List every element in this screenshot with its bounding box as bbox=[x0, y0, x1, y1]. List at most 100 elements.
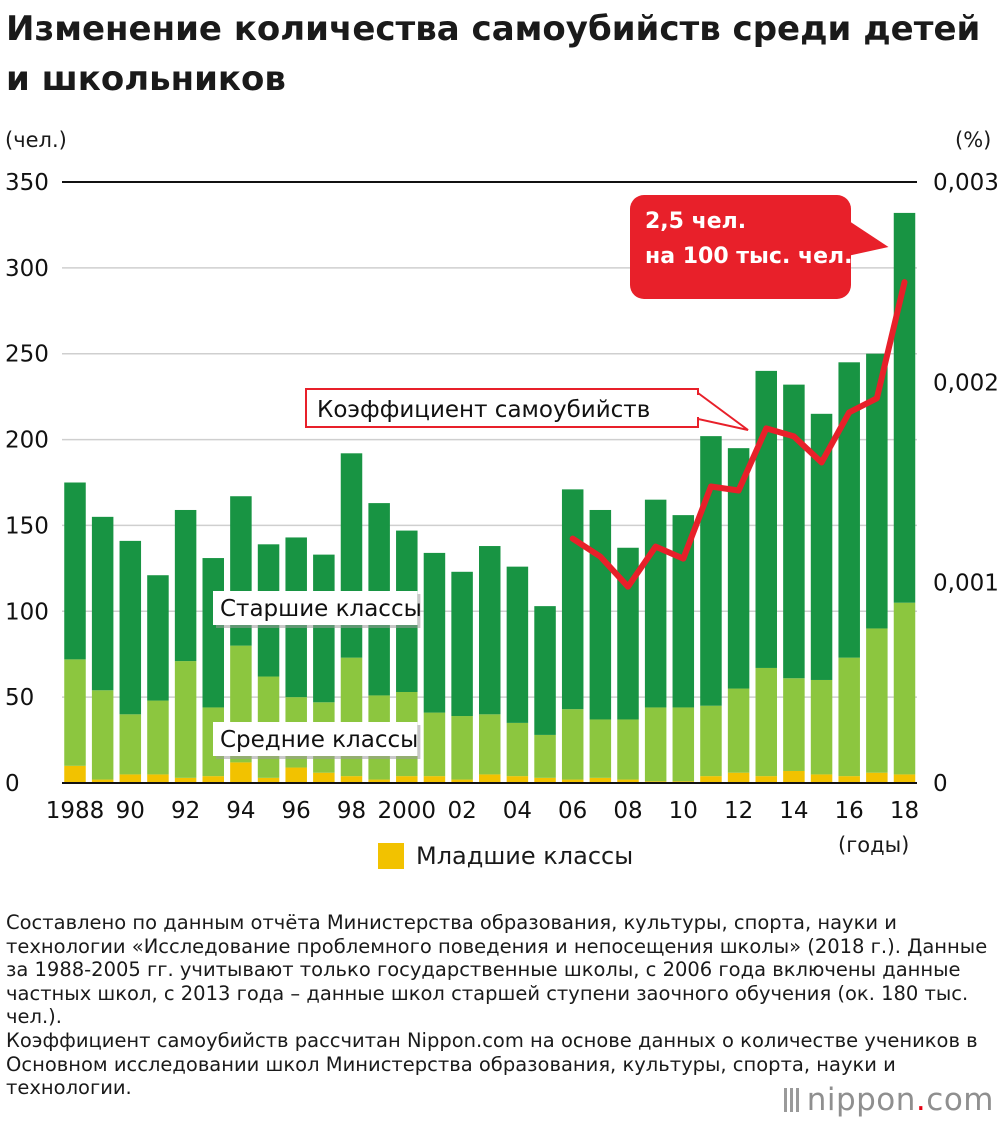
bar-elementary-2012 bbox=[727, 772, 750, 783]
bar-middle-2011 bbox=[700, 705, 722, 777]
bar-high-2002 bbox=[451, 571, 473, 717]
rate-label-text: Коэффициент самоубийств bbox=[317, 397, 650, 423]
x-tick-label: 2000 bbox=[378, 798, 437, 824]
bar-middle-2001 bbox=[423, 712, 446, 777]
bar-high-1990 bbox=[119, 540, 142, 715]
bar-middle-2004 bbox=[506, 722, 529, 777]
chart-title: Изменение количества самоубийств среди д… bbox=[6, 9, 981, 99]
bar-middle-1990 bbox=[119, 714, 142, 775]
bar-elementary-2015 bbox=[810, 774, 833, 783]
x-tick-label: 92 bbox=[171, 798, 200, 824]
callout-text: 2,5 чел. bbox=[645, 209, 746, 234]
bar-middle-2013 bbox=[755, 667, 777, 777]
bar-high-1989 bbox=[91, 516, 114, 691]
nippon-logo: nippon. com bbox=[783, 1082, 994, 1118]
bar-high-1993 bbox=[202, 558, 224, 708]
bar-high-2012 bbox=[727, 448, 750, 689]
bar-high-2010 bbox=[672, 515, 695, 708]
label-high-school-box bbox=[213, 591, 418, 625]
bar-high-2003 bbox=[479, 546, 501, 715]
x-tick-label: 16 bbox=[835, 798, 864, 824]
y2-tick-label: 0,001 bbox=[933, 571, 999, 597]
bar-middle-2012 bbox=[727, 688, 750, 773]
bar-high-1992 bbox=[174, 509, 197, 662]
logo-dot: . bbox=[915, 1082, 927, 1118]
y-tick-label: 0 bbox=[5, 771, 20, 797]
bar-elementary-1998 bbox=[340, 776, 363, 783]
x-axis-unit: (годы) bbox=[838, 833, 910, 857]
bar-elementary-2014 bbox=[783, 770, 805, 783]
bar-elementary-2002 bbox=[451, 779, 473, 783]
bar-middle-2008 bbox=[617, 719, 639, 780]
x-tick-label: 90 bbox=[116, 798, 145, 824]
annotations: Старшие классы Средние классы Коэффициент … bbox=[213, 195, 889, 759]
y2-tick-label: 0,002 bbox=[933, 370, 999, 396]
bar-high-2017 bbox=[866, 353, 888, 629]
y-tick-label: 150 bbox=[5, 513, 49, 539]
bar-middle-2010 bbox=[672, 707, 695, 782]
x-tick-label: 06 bbox=[558, 798, 587, 824]
bar-elementary-2004 bbox=[506, 776, 529, 783]
logo-suffix: com bbox=[926, 1082, 994, 1118]
bar-elementary-2008 bbox=[617, 779, 639, 783]
y-tick-label: 300 bbox=[5, 256, 49, 282]
footnote-method: Коэффициент самоубийств рассчитан Nippon… bbox=[6, 1028, 978, 1100]
bar-elementary-2013 bbox=[755, 776, 777, 783]
label-high-school: Старшие классы bbox=[213, 591, 422, 628]
bar-middle-2006 bbox=[561, 709, 584, 780]
bar-elementary-2003 bbox=[479, 774, 501, 783]
x-tick-label: 1988 bbox=[46, 798, 105, 824]
rate-line bbox=[569, 279, 908, 590]
bar-high-2004 bbox=[506, 566, 529, 723]
bar-high-2016 bbox=[838, 362, 860, 658]
label-high-school-text: Старшие классы bbox=[220, 596, 422, 622]
label-middle-school: Средние классы bbox=[213, 722, 421, 759]
bar-high-1997 bbox=[313, 554, 335, 703]
bar-high-1988 bbox=[64, 482, 86, 660]
logo-bars-icon bbox=[783, 1088, 799, 1112]
bar-middle-1991 bbox=[147, 700, 169, 775]
legend-swatch-elementary bbox=[378, 843, 404, 869]
bar-high-2013 bbox=[755, 370, 777, 668]
bar-middle-2005 bbox=[534, 734, 556, 778]
bar-high-2009 bbox=[644, 499, 667, 708]
bar-high-2018 bbox=[893, 212, 916, 603]
bar-middle-2002 bbox=[451, 716, 473, 780]
bar-elementary-1988 bbox=[64, 765, 86, 783]
bar-middle-1988 bbox=[64, 659, 86, 766]
bar-middle-1992 bbox=[174, 661, 197, 778]
x-tick-label: 02 bbox=[447, 798, 476, 824]
bar-high-2015 bbox=[810, 413, 833, 680]
bar-middle-2018 bbox=[893, 602, 916, 775]
x-tick-label: 98 bbox=[337, 798, 366, 824]
bar-elementary-1989 bbox=[91, 779, 114, 783]
bar-middle-1989 bbox=[91, 690, 114, 780]
bar-elementary-1992 bbox=[174, 777, 197, 783]
y-tick-label: 50 bbox=[5, 685, 34, 711]
x-tick-label: 08 bbox=[613, 798, 642, 824]
rate-line-layer bbox=[569, 279, 908, 590]
rate-label-box bbox=[305, 388, 699, 428]
x-tick-label: 04 bbox=[503, 798, 532, 824]
bar-middle-2014 bbox=[783, 678, 805, 771]
callout-text: на 100 тыс. чел. bbox=[645, 244, 853, 269]
y2-tick-label: 0 bbox=[933, 771, 948, 797]
footnote: Составлено по данным отчёта Министерства… bbox=[6, 911, 996, 1100]
x-tick-label: 18 bbox=[890, 798, 919, 824]
axes: 0 50 100 150 200 250 300 350 0 0,001 0,002 0,003 198… bbox=[5, 170, 999, 824]
bar-elementary-1999 bbox=[368, 779, 390, 783]
bar-middle-2016 bbox=[838, 657, 860, 777]
bar-elementary-2000 bbox=[396, 776, 418, 783]
footnote-source: Составлено по данным отчёта Министерства… bbox=[6, 911, 988, 1029]
logo-text: nippon bbox=[806, 1082, 916, 1118]
y-tick-label: 200 bbox=[5, 428, 49, 454]
rate-label-pointer bbox=[697, 391, 749, 431]
callout-bubble bbox=[630, 195, 851, 299]
x-tick-label: 96 bbox=[282, 798, 311, 824]
x-tick-label: 10 bbox=[669, 798, 698, 824]
label-middle-school-box bbox=[213, 722, 418, 756]
callout-pointer bbox=[843, 217, 889, 257]
bar-high-2005 bbox=[534, 606, 556, 735]
left-axis-unit: (чел.) bbox=[5, 128, 67, 152]
